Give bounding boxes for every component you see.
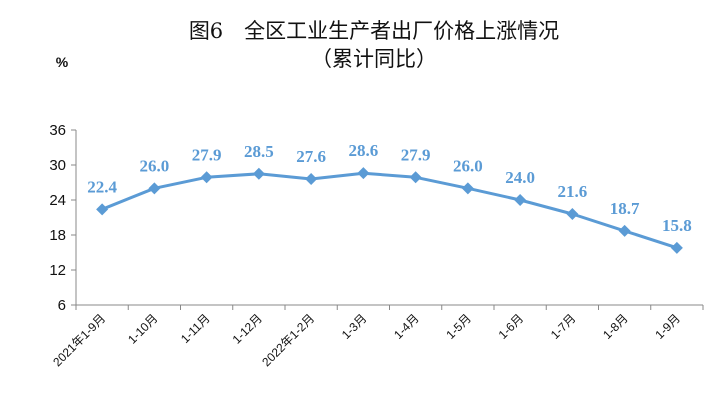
x-tick-label: 1-10月 <box>125 311 160 346</box>
data-point <box>305 173 318 185</box>
x-tick-label: 1-11月 <box>178 311 213 346</box>
x-tick-label: 2021年1-9月 <box>50 311 108 369</box>
y-tick-label: 12 <box>49 262 66 279</box>
y-tick-label: 18 <box>49 227 66 244</box>
x-tick-label: 1-3月 <box>339 311 370 342</box>
data-label: 15.8 <box>662 216 692 235</box>
chart-subtitle: （累计同比） <box>311 47 437 71</box>
data-label: 21.6 <box>558 182 588 201</box>
data-label: 27.9 <box>192 145 222 164</box>
data-label: 18.7 <box>610 199 640 218</box>
data-point <box>461 182 474 195</box>
data-label: 28.6 <box>349 141 379 160</box>
x-tick-label: 2022年1-2月 <box>259 311 317 369</box>
series-line <box>101 171 678 250</box>
x-tick-label: 1-8月 <box>600 311 631 342</box>
data-point <box>252 167 265 180</box>
x-tick-label: 1-12月 <box>230 311 265 346</box>
data-label: 24.0 <box>505 168 535 187</box>
data-point <box>409 171 422 184</box>
data-label: 26.0 <box>453 156 483 175</box>
data-point <box>670 241 683 254</box>
unit-label: % <box>56 54 69 70</box>
data-point <box>148 182 161 195</box>
data-point <box>566 208 579 220</box>
data-point <box>200 171 213 184</box>
data-point <box>96 203 109 216</box>
data-label: 26.0 <box>140 156 170 175</box>
data-label: 28.5 <box>244 142 274 161</box>
x-tick-label: 1-9月 <box>652 311 683 342</box>
data-point <box>514 194 527 206</box>
data-point <box>357 167 370 180</box>
x-tick-label: 1-4月 <box>391 311 422 342</box>
x-tick-label: 1-6月 <box>496 311 527 342</box>
data-label: 27.6 <box>296 147 326 166</box>
y-tick-label: 30 <box>49 157 66 174</box>
y-tick-label: 24 <box>49 192 66 209</box>
y-tick-label: 36 <box>49 122 66 139</box>
x-tick-label: 1-7月 <box>548 311 579 342</box>
data-label: 22.4 <box>87 177 117 196</box>
chart-title: 图6 全区工业生产者出厂价格上涨情况 <box>189 19 559 43</box>
x-tick-label: 1-5月 <box>443 311 474 342</box>
data-label: 27.9 <box>401 145 431 164</box>
plot-area: 6 12 18 24 30 36 2021年1-9月 1-10月 1-11月 1-12月2022年… <box>49 122 704 369</box>
data-point <box>618 224 631 237</box>
y-tick-label: 6 <box>58 297 66 314</box>
